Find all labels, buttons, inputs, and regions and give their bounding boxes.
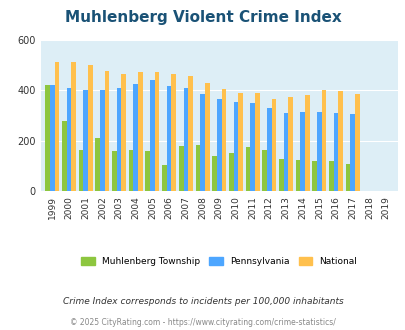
Bar	[233, 102, 238, 191]
Bar	[138, 73, 143, 191]
Bar	[205, 82, 209, 191]
Bar	[121, 74, 126, 191]
Bar	[295, 160, 300, 191]
Bar	[104, 71, 109, 191]
Bar	[249, 103, 254, 191]
Bar	[183, 88, 188, 191]
Bar	[171, 74, 176, 191]
Bar	[166, 86, 171, 191]
Bar	[221, 89, 226, 191]
Bar	[271, 99, 276, 191]
Bar	[328, 161, 333, 191]
Bar	[95, 138, 100, 191]
Bar	[278, 158, 283, 191]
Bar	[212, 156, 216, 191]
Bar	[128, 150, 133, 191]
Bar	[350, 114, 354, 191]
Bar	[178, 146, 183, 191]
Bar	[254, 93, 259, 191]
Bar	[195, 145, 200, 191]
Bar	[55, 62, 59, 191]
Bar	[100, 90, 104, 191]
Legend: Muhlenberg Township, Pennsylvania, National: Muhlenberg Township, Pennsylvania, Natio…	[77, 253, 360, 270]
Bar	[188, 76, 192, 191]
Bar	[150, 80, 154, 191]
Bar	[45, 85, 50, 191]
Text: © 2025 CityRating.com - https://www.cityrating.com/crime-statistics/: © 2025 CityRating.com - https://www.city…	[70, 318, 335, 327]
Bar	[88, 65, 92, 191]
Bar	[262, 150, 266, 191]
Bar	[245, 147, 249, 191]
Bar	[50, 85, 55, 191]
Bar	[321, 90, 326, 191]
Bar	[311, 161, 316, 191]
Bar	[238, 93, 242, 191]
Bar	[345, 164, 350, 191]
Bar	[228, 153, 233, 191]
Text: Crime Index corresponds to incidents per 100,000 inhabitants: Crime Index corresponds to incidents per…	[62, 297, 343, 306]
Bar	[354, 94, 359, 191]
Bar	[266, 108, 271, 191]
Bar	[112, 151, 117, 191]
Bar	[338, 91, 342, 191]
Bar	[154, 73, 159, 191]
Bar	[133, 84, 138, 191]
Bar	[333, 113, 338, 191]
Bar	[66, 88, 71, 191]
Bar	[200, 94, 205, 191]
Bar	[71, 62, 76, 191]
Bar	[117, 88, 121, 191]
Bar	[145, 151, 150, 191]
Bar	[288, 96, 292, 191]
Text: Muhlenberg Violent Crime Index: Muhlenberg Violent Crime Index	[64, 10, 341, 25]
Bar	[162, 165, 166, 191]
Bar	[216, 99, 221, 191]
Bar	[300, 112, 304, 191]
Bar	[283, 113, 288, 191]
Bar	[304, 95, 309, 191]
Bar	[79, 150, 83, 191]
Bar	[316, 112, 321, 191]
Bar	[83, 90, 88, 191]
Bar	[62, 120, 66, 191]
